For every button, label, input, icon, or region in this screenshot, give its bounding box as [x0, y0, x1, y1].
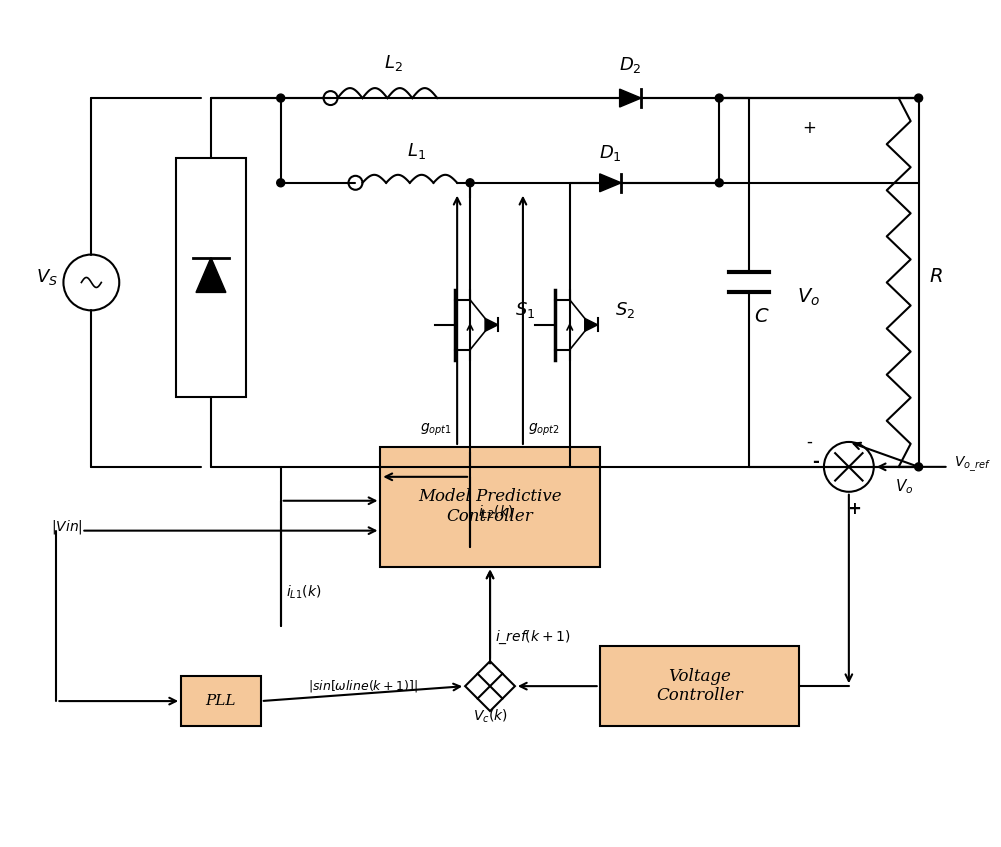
Text: $D_2$: $D_2$	[619, 55, 642, 75]
FancyBboxPatch shape	[380, 447, 600, 567]
Text: $i\_ref(k+1)$: $i\_ref(k+1)$	[495, 629, 571, 646]
Text: $V_{o\_ref}$: $V_{o\_ref}$	[954, 455, 990, 474]
Text: $S_1$: $S_1$	[515, 300, 536, 320]
Text: $R$: $R$	[929, 268, 942, 286]
FancyBboxPatch shape	[181, 676, 261, 726]
Circle shape	[915, 462, 923, 471]
Text: $V_o$: $V_o$	[895, 478, 914, 496]
Text: $V_S$: $V_S$	[35, 268, 57, 287]
Circle shape	[276, 94, 284, 102]
Circle shape	[915, 94, 923, 102]
Circle shape	[716, 179, 724, 187]
Text: Model Predictive
Controller: Model Predictive Controller	[418, 489, 562, 525]
Text: $g_{opt2}$: $g_{opt2}$	[528, 422, 560, 439]
Text: $V_c(k)$: $V_c(k)$	[472, 708, 508, 725]
Text: $L_2$: $L_2$	[384, 53, 403, 73]
Text: -: -	[812, 453, 819, 471]
Text: $D_1$: $D_1$	[599, 143, 622, 163]
Bar	[176, 158, 246, 397]
Text: -: -	[806, 433, 812, 451]
Circle shape	[716, 94, 724, 102]
Circle shape	[466, 179, 474, 187]
Text: +: +	[802, 119, 816, 137]
Text: $|Vin|$: $|Vin|$	[51, 518, 83, 536]
Polygon shape	[485, 318, 498, 331]
Text: $S_2$: $S_2$	[615, 300, 635, 320]
FancyBboxPatch shape	[600, 646, 799, 726]
Text: Voltage
Controller: Voltage Controller	[656, 667, 743, 705]
Text: $V_o$: $V_o$	[798, 286, 821, 307]
Text: $L_1$: $L_1$	[406, 141, 425, 161]
Polygon shape	[620, 89, 641, 107]
Polygon shape	[196, 257, 226, 292]
Text: $|sin[\omega line(k+1)]|$: $|sin[\omega line(k+1)]|$	[308, 678, 417, 694]
Polygon shape	[585, 318, 598, 331]
Text: $i_{L1}(k)$: $i_{L1}(k)$	[285, 584, 321, 601]
Text: +: +	[847, 500, 861, 518]
Polygon shape	[600, 174, 622, 191]
Text: $g_{opt1}$: $g_{opt1}$	[420, 422, 452, 439]
Text: $C$: $C$	[754, 308, 770, 326]
Text: $i_{L2}(k)$: $i_{L2}(k)$	[478, 504, 514, 521]
Circle shape	[276, 179, 284, 187]
Text: PLL: PLL	[205, 694, 236, 708]
